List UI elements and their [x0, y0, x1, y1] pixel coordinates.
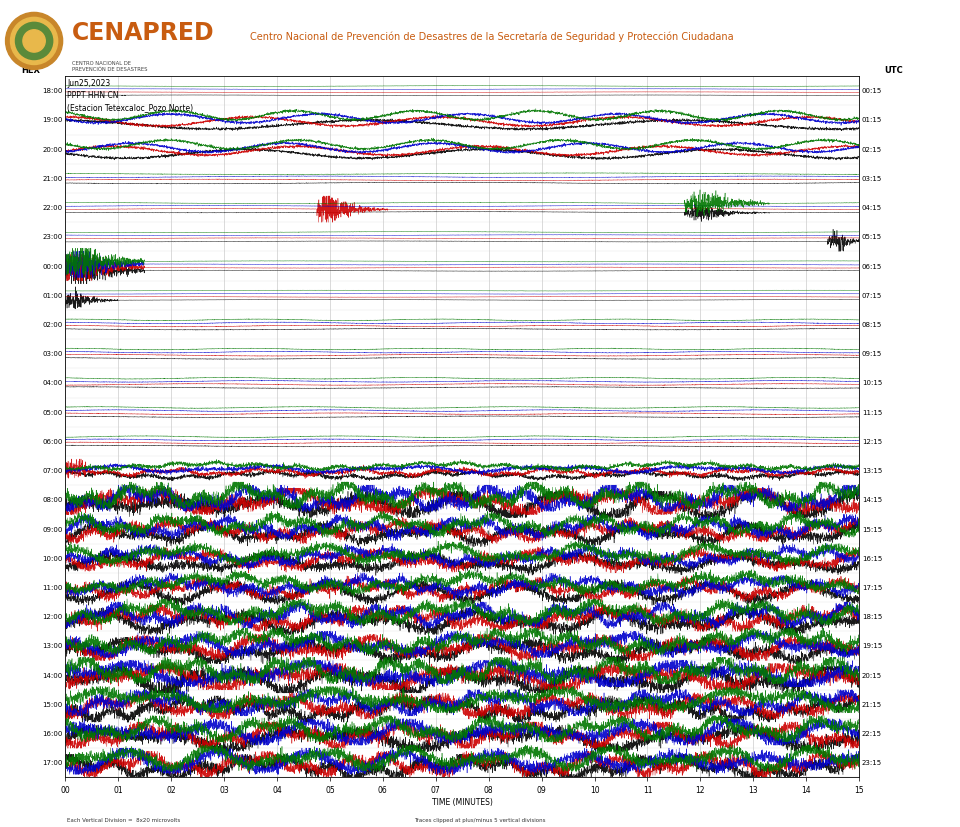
Text: UTC: UTC [884, 65, 902, 74]
Circle shape [6, 12, 62, 69]
Text: Traces clipped at plus/minus 5 vertical divisions: Traces clipped at plus/minus 5 vertical … [415, 818, 545, 823]
Text: CENTRO NACIONAL DE
PREVENCIÓN DE DESASTRES: CENTRO NACIONAL DE PREVENCIÓN DE DESASTR… [72, 61, 148, 73]
Circle shape [23, 30, 45, 52]
Text: PPPT HHN CN --: PPPT HHN CN -- [67, 91, 127, 100]
Text: Jun25,2023: Jun25,2023 [67, 79, 110, 88]
Text: Each Vertical Division =  8x20 microvolts: Each Vertical Division = 8x20 microvolts [67, 818, 180, 823]
Text: CENAPRED: CENAPRED [72, 21, 215, 45]
Text: HEX: HEX [22, 65, 40, 74]
X-axis label: TIME (MINUTES): TIME (MINUTES) [432, 798, 492, 807]
Circle shape [11, 17, 58, 65]
Text: (Estacion Tetexcaloc_Pozo Norte): (Estacion Tetexcaloc_Pozo Norte) [67, 103, 193, 112]
Text: Centro Nacional de Prevención de Desastres de la Secretaría de Seguridad y Prote: Centro Nacional de Prevención de Desastr… [250, 32, 733, 42]
Circle shape [15, 22, 53, 60]
